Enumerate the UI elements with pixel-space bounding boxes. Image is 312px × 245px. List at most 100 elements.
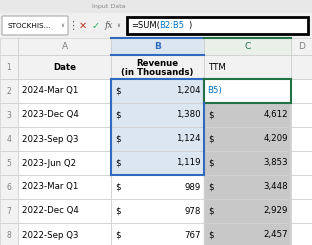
Text: $: $ — [115, 231, 120, 240]
Bar — [111, 175, 204, 199]
Text: 4: 4 — [7, 135, 12, 144]
Text: 2022-Dec Q4: 2022-Dec Q4 — [22, 207, 79, 216]
Text: 3: 3 — [7, 110, 12, 120]
Bar — [18, 103, 111, 127]
Text: 2022-Sep Q3: 2022-Sep Q3 — [22, 231, 79, 240]
Text: 2023-Dec Q4: 2023-Dec Q4 — [22, 110, 79, 120]
Text: 1,204: 1,204 — [176, 86, 201, 96]
Text: 1,124: 1,124 — [176, 135, 201, 144]
Text: 978: 978 — [185, 207, 201, 216]
Text: 2023-Mar Q1: 2023-Mar Q1 — [22, 183, 78, 192]
Bar — [111, 223, 204, 245]
Text: STOCKHIS...: STOCKHIS... — [7, 23, 50, 28]
Bar — [0, 103, 18, 127]
Text: ): ) — [188, 21, 191, 30]
Bar — [291, 223, 312, 245]
Text: $: $ — [115, 207, 120, 216]
Bar — [111, 38, 204, 55]
Bar — [18, 175, 111, 199]
Text: TTM: TTM — [209, 62, 227, 72]
Text: 2023-Sep Q3: 2023-Sep Q3 — [22, 135, 79, 144]
Bar — [204, 38, 291, 55]
Text: C: C — [244, 42, 251, 51]
Bar — [111, 55, 204, 79]
Text: 6: 6 — [7, 183, 12, 192]
Text: 1,119: 1,119 — [177, 159, 201, 168]
Text: =SUM(: =SUM( — [131, 21, 160, 30]
Text: $: $ — [208, 110, 213, 120]
Bar — [0, 199, 18, 223]
Text: $: $ — [115, 110, 120, 120]
Text: 2,457: 2,457 — [263, 231, 288, 240]
Bar — [204, 151, 291, 175]
Text: B5): B5) — [207, 86, 222, 96]
Text: $: $ — [115, 159, 120, 168]
Text: 1,380: 1,380 — [176, 110, 201, 120]
Bar — [291, 38, 312, 55]
Text: 8: 8 — [7, 231, 11, 240]
Bar — [291, 175, 312, 199]
Text: $: $ — [115, 135, 120, 144]
Bar — [18, 38, 111, 55]
Bar — [0, 79, 18, 103]
Text: 2: 2 — [7, 86, 11, 96]
Bar — [204, 199, 291, 223]
Text: $: $ — [208, 183, 213, 192]
Text: ⋮: ⋮ — [67, 21, 79, 30]
Bar — [0, 38, 312, 55]
Text: 7: 7 — [7, 207, 12, 216]
Bar — [0, 223, 18, 245]
Bar — [111, 199, 204, 223]
Bar — [111, 151, 204, 175]
Bar — [18, 55, 111, 79]
Text: (in Thousands): (in Thousands) — [121, 68, 194, 76]
Bar — [0, 0, 312, 13]
Text: B: B — [154, 42, 161, 51]
Bar — [0, 55, 18, 79]
Text: 4,209: 4,209 — [264, 135, 288, 144]
Text: 2023-Jun Q2: 2023-Jun Q2 — [22, 159, 76, 168]
Bar — [291, 103, 312, 127]
Text: ✓: ✓ — [92, 21, 100, 30]
Text: Input Data: Input Data — [92, 4, 126, 9]
Bar — [0, 151, 18, 175]
Bar — [111, 127, 204, 151]
Bar — [291, 151, 312, 175]
Bar — [111, 103, 204, 127]
Bar — [204, 223, 291, 245]
Text: B2:B5: B2:B5 — [159, 21, 184, 30]
Text: A: A — [61, 42, 68, 51]
Text: 3,853: 3,853 — [263, 159, 288, 168]
Text: $: $ — [115, 86, 120, 96]
Bar — [18, 199, 111, 223]
Text: ∨: ∨ — [116, 23, 120, 28]
Text: $: $ — [208, 207, 213, 216]
Bar — [204, 55, 291, 79]
Text: $: $ — [208, 135, 213, 144]
Bar — [0, 127, 18, 151]
Bar — [204, 79, 291, 103]
Text: $: $ — [208, 159, 213, 168]
Text: fx: fx — [105, 21, 113, 30]
Text: ∨: ∨ — [60, 23, 64, 28]
Bar — [204, 175, 291, 199]
Bar — [18, 127, 111, 151]
Text: 2,929: 2,929 — [264, 207, 288, 216]
Text: 5: 5 — [7, 159, 12, 168]
Text: Revenue: Revenue — [136, 59, 178, 68]
Bar — [204, 127, 291, 151]
FancyBboxPatch shape — [2, 16, 68, 35]
Text: Date: Date — [53, 62, 76, 72]
Bar — [291, 55, 312, 79]
Bar — [18, 223, 111, 245]
Bar — [0, 13, 312, 38]
Text: $: $ — [208, 231, 213, 240]
Bar — [291, 199, 312, 223]
Bar — [291, 79, 312, 103]
Text: D: D — [298, 42, 305, 51]
Bar — [111, 79, 204, 103]
Text: $: $ — [115, 183, 120, 192]
Text: 2024-Mar Q1: 2024-Mar Q1 — [22, 86, 78, 96]
Text: 989: 989 — [185, 183, 201, 192]
Bar — [18, 79, 111, 103]
